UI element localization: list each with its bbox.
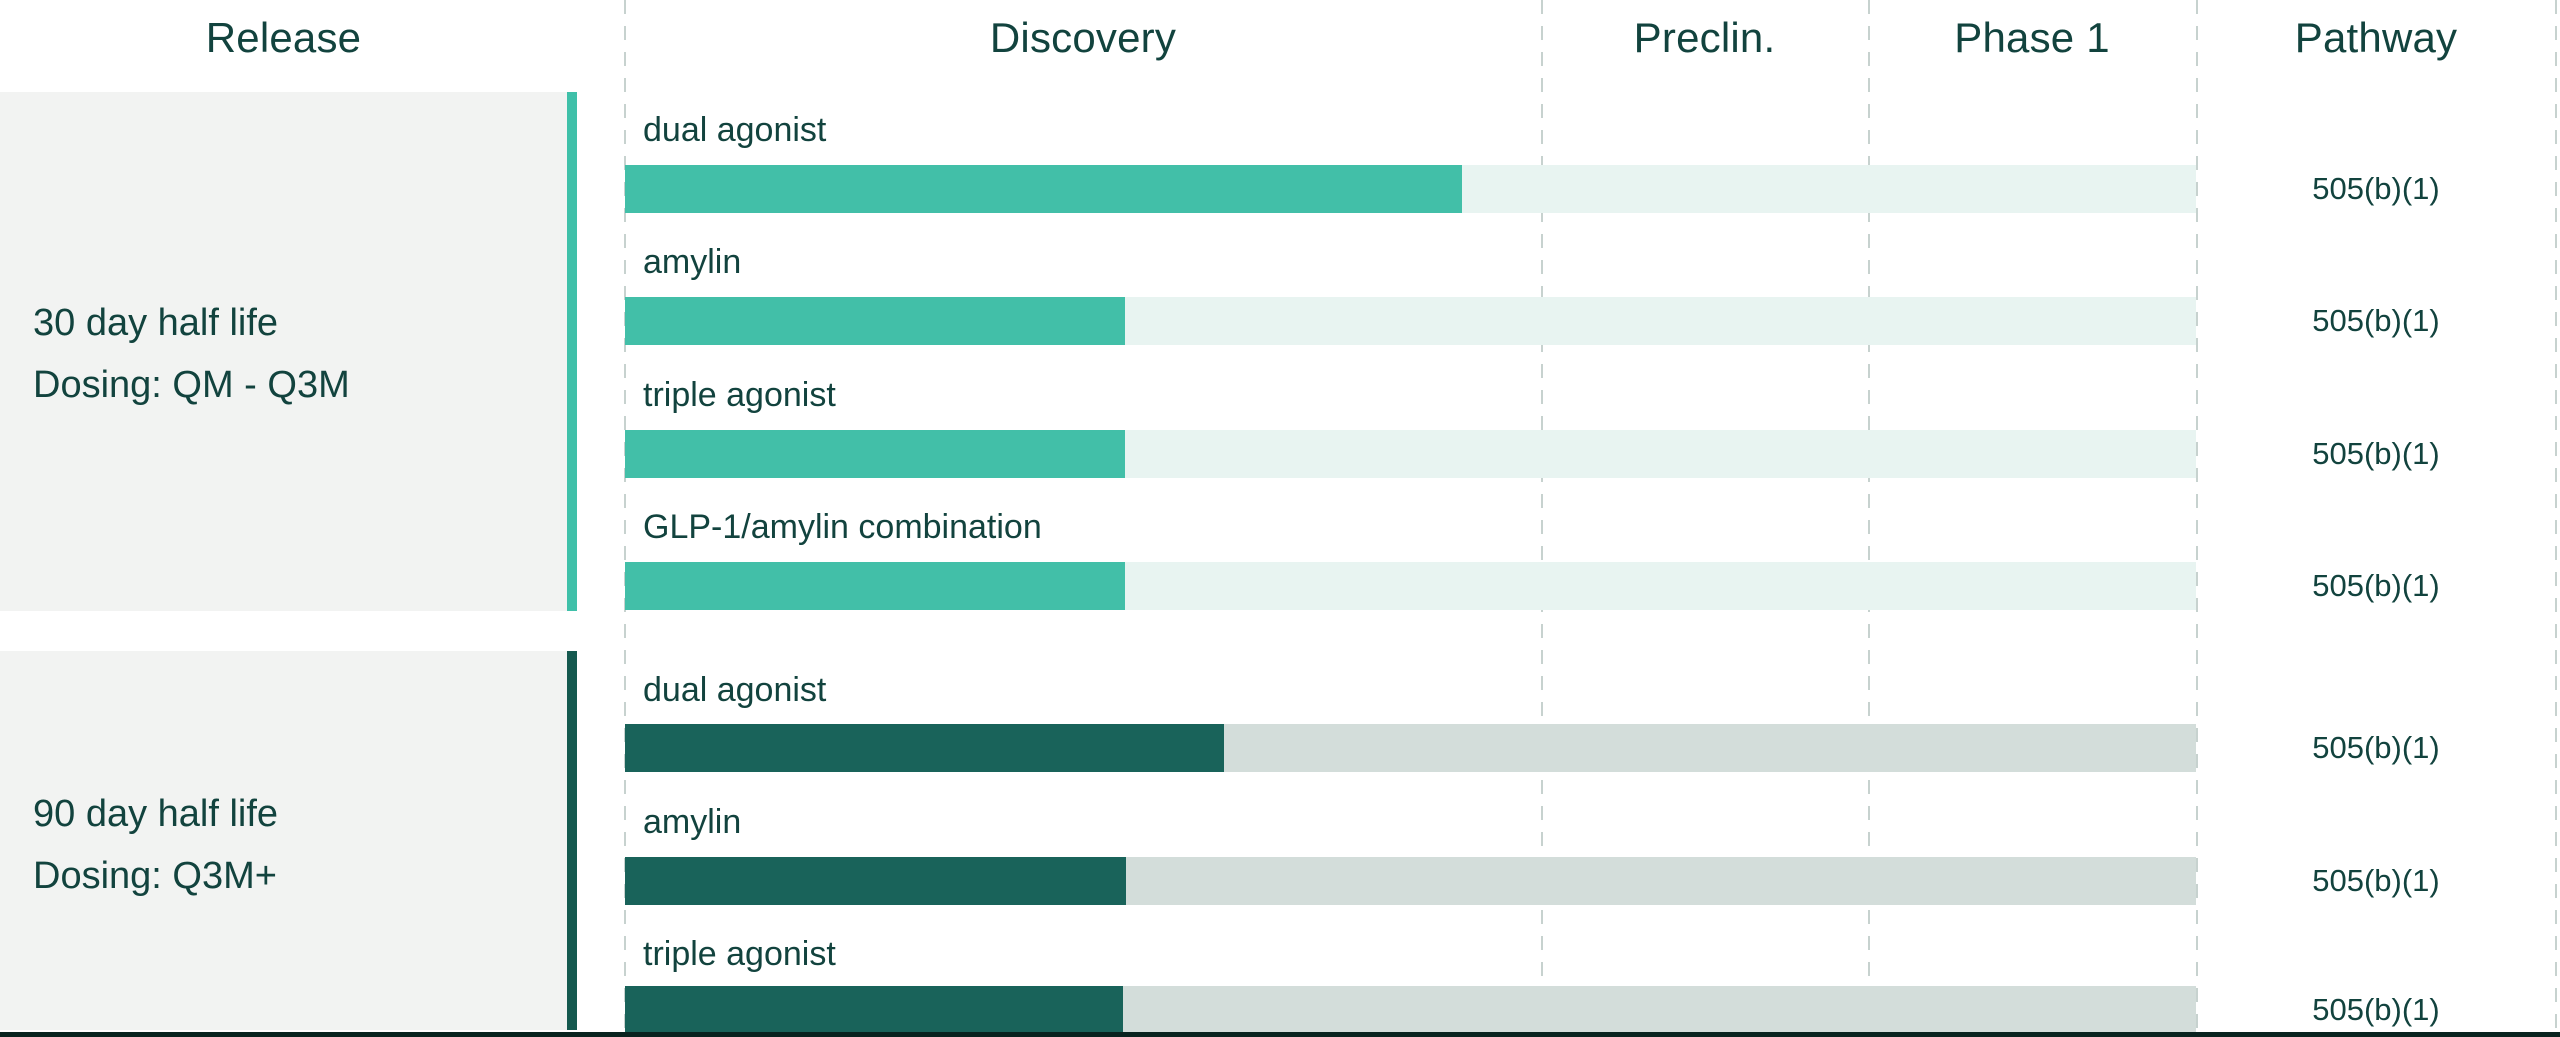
- progress-fill: [625, 165, 1463, 213]
- column-header-release: Release: [205, 14, 362, 61]
- progress-fill: [625, 297, 1125, 345]
- progress-fill: [625, 986, 1123, 1034]
- release-panel-30-day: [0, 92, 567, 611]
- pathway-label: 505(b)(1): [2312, 730, 2440, 765]
- progress-track: [625, 986, 2196, 1034]
- column-header-pathway: Pathway: [2294, 14, 2458, 61]
- progress-track: [625, 430, 2196, 478]
- program-label: amylin: [643, 803, 742, 841]
- column-divider: [1868, 0, 1870, 1037]
- pathway-label: 505(b)(1): [2312, 303, 2440, 338]
- release-dosing-text: Dosing: QM - Q3M: [33, 364, 350, 406]
- column-header-preclin: Preclin.: [1633, 14, 1776, 61]
- program-label: amylin: [643, 243, 742, 281]
- release-panel-accent-90-day: [567, 651, 577, 1030]
- release-half-life-text: 30 day half life: [33, 302, 279, 344]
- column-divider: [1541, 0, 1543, 1037]
- progress-track: [625, 297, 2196, 345]
- progress-track: [625, 165, 2196, 213]
- progress-track: [625, 724, 2196, 772]
- progress-track: [625, 562, 2196, 610]
- pathway-label: 505(b)(1): [2312, 863, 2440, 898]
- release-label-90-day: 90 day half life Dosing: Q3M+: [33, 783, 278, 907]
- program-label: dual agonist: [643, 111, 827, 149]
- progress-fill: [625, 562, 1125, 610]
- progress-track: [625, 857, 2196, 905]
- column-header-phase1: Phase 1: [1954, 14, 2110, 61]
- release-panel-accent-30-day: [567, 92, 577, 611]
- column-divider: [2196, 0, 2198, 1037]
- release-label-30-day: 30 day half life Dosing: QM - Q3M: [33, 292, 350, 416]
- pathway-label: 505(b)(1): [2312, 436, 2440, 471]
- program-label: dual agonist: [643, 671, 827, 709]
- program-label: triple agonist: [643, 376, 836, 414]
- progress-fill: [625, 430, 1125, 478]
- bottom-section-edge: [0, 1032, 2560, 1037]
- release-panel-90-day: [0, 651, 567, 1030]
- column-divider: [2555, 0, 2557, 1037]
- progress-fill: [625, 724, 1224, 772]
- release-dosing-text: Dosing: Q3M+: [33, 855, 277, 897]
- column-divider: [624, 0, 626, 1037]
- program-label: triple agonist: [643, 935, 836, 973]
- column-header-discovery: Discovery: [989, 14, 1177, 61]
- progress-fill: [625, 857, 1127, 905]
- pathway-label: 505(b)(1): [2312, 568, 2440, 603]
- pathway-label: 505(b)(1): [2312, 171, 2440, 206]
- pathway-label: 505(b)(1): [2312, 992, 2440, 1027]
- program-label: GLP-1/amylin combination: [643, 508, 1042, 546]
- release-half-life-text: 90 day half life: [33, 793, 279, 835]
